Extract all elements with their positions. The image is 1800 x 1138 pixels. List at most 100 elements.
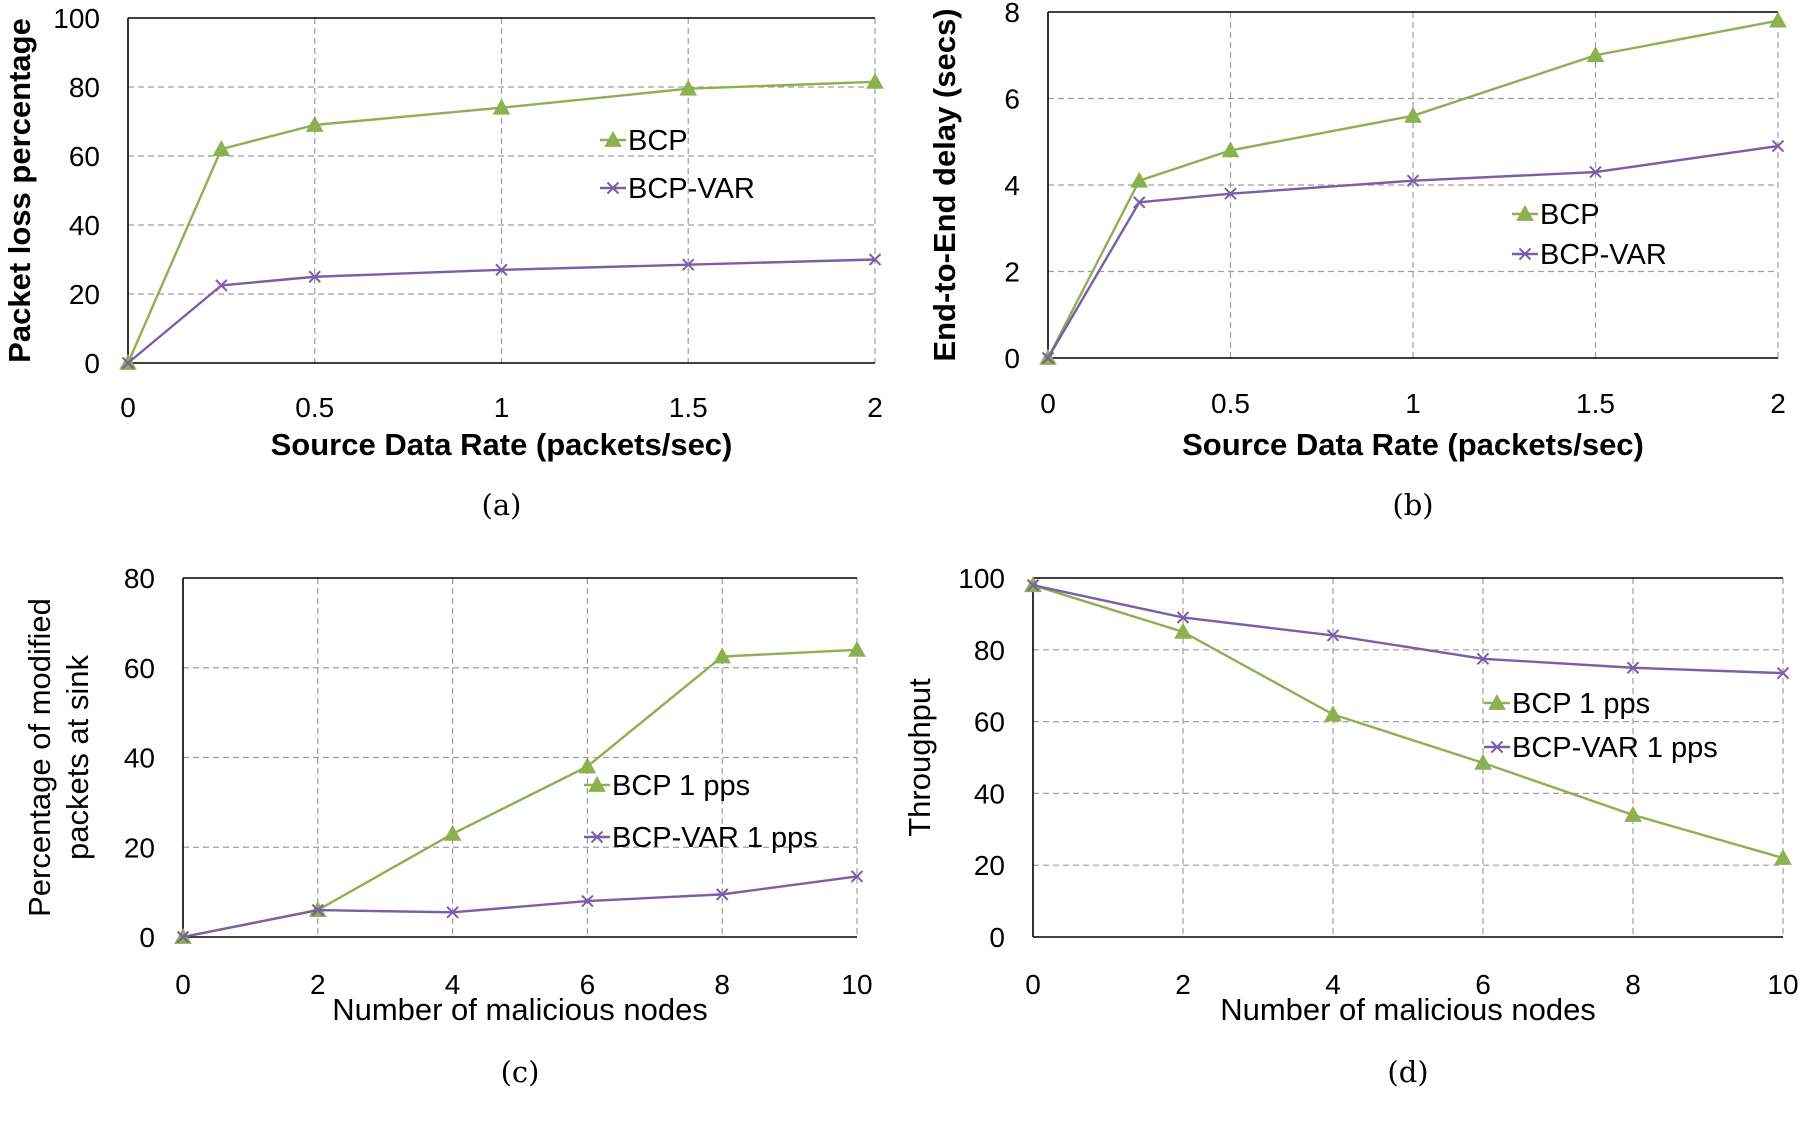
data-point: [443, 824, 462, 841]
data-point: [866, 72, 884, 89]
legend-marker: [590, 830, 604, 844]
data-point: [682, 258, 695, 271]
series-line-bcp-var-1-pps: [182, 875, 858, 939]
legend-label: BCP-VAR: [1540, 239, 1667, 271]
data-point: [1041, 351, 1055, 365]
y-tick-label: 0: [84, 348, 100, 379]
x-tick-label: 1: [1405, 388, 1421, 419]
y-tick-label: 20: [974, 850, 1005, 881]
y-tick-label: 8: [1004, 0, 1020, 28]
legend-marker: [604, 130, 622, 147]
x-axis-title: Number of malicious nodes: [1220, 992, 1596, 1027]
data-point: [495, 263, 508, 277]
x-axis-title: Number of malicious nodes: [332, 992, 708, 1027]
legend-marker: [588, 775, 606, 792]
x-tick-label: 2: [1175, 969, 1191, 1000]
y-tick-label: 60: [69, 141, 100, 172]
y-tick-label: 20: [69, 279, 100, 310]
x-tick-label: 0.5: [295, 392, 334, 423]
series-line-bcp: [1046, 19, 1779, 359]
data-point: [1476, 652, 1490, 665]
x-tick-label: 0: [1040, 388, 1056, 419]
data-point: [446, 906, 459, 919]
y-axis-title: Throughput: [902, 678, 937, 837]
data-point: [1221, 141, 1240, 158]
data-point: [305, 115, 324, 132]
data-point: [1474, 753, 1492, 770]
x-tick-label: 2: [867, 392, 883, 423]
y-tick-label: 2: [1004, 257, 1020, 288]
series-line-bcp-var: [1046, 144, 1779, 359]
x-tick-label: 8: [714, 969, 730, 1000]
y-tick-label: 80: [974, 635, 1005, 666]
legend-label: BCP 1 pps: [1512, 688, 1650, 720]
y-tick-label: 6: [1004, 84, 1020, 115]
panel-caption: (d): [1387, 1055, 1428, 1089]
legend-marker: [1488, 693, 1506, 710]
legend-marker: [1518, 247, 1532, 261]
x-tick-label: 0.5: [1211, 388, 1250, 419]
x-tick-label: 0: [175, 969, 191, 1000]
y-tick-label: 100: [958, 563, 1005, 594]
y-tick-label: 40: [974, 778, 1005, 809]
data-point: [848, 640, 866, 657]
x-tick-label: 6: [580, 969, 596, 1000]
x-axis-title: Source Data Rate (packets/sec): [1182, 427, 1644, 462]
legend-label: BCP: [1540, 199, 1600, 231]
data-point: [1586, 46, 1605, 63]
x-tick-label: 0: [120, 392, 136, 423]
data-point: [308, 270, 321, 283]
legend-label: BCP: [628, 125, 688, 157]
data-point: [1130, 171, 1149, 188]
panel-c: 0 2 4 6 8 10 0 20 40 60 80 BCP 1 pps BCP-VAR 1 pps Nu…: [22, 563, 873, 1089]
series-line-bcp-var: [127, 258, 876, 364]
legend-marker: [1490, 740, 1504, 754]
data-point: [1774, 848, 1792, 865]
data-point: [1771, 139, 1785, 153]
y-axis-title: End-to-End delay (secs): [927, 8, 962, 361]
series-line-bcp-var-1-pps: [1032, 584, 1784, 675]
data-point: [1224, 187, 1237, 200]
panel-caption: (a): [482, 488, 522, 522]
x-tick-label: 1: [494, 392, 510, 423]
x-tick-label: 10: [841, 969, 872, 1000]
data-point: [868, 253, 882, 266]
x-tick-label: 1.5: [669, 392, 708, 423]
series-line-bcp-1-pps: [1032, 584, 1784, 860]
data-point: [311, 903, 325, 917]
x-tick-label: 1.5: [1576, 388, 1615, 419]
data-point: [1324, 705, 1342, 722]
x-axis-title: Source Data Rate (packets/sec): [271, 427, 733, 462]
y-tick-label: 80: [124, 563, 155, 594]
y-tick-label: 0: [989, 922, 1005, 953]
data-point: [1176, 611, 1190, 624]
panel-caption: (c): [501, 1055, 540, 1089]
x-tick-label: 4: [445, 969, 461, 1000]
data-point: [1174, 622, 1192, 639]
data-point: [1776, 666, 1790, 680]
legend-marker: [1516, 204, 1534, 221]
data-point: [1406, 174, 1420, 187]
series-line-bcp-1-pps: [182, 648, 858, 939]
data-point: [578, 757, 597, 774]
data-point: [679, 79, 698, 96]
legend-label: BCP-VAR: [628, 173, 755, 205]
y-tick-label: 0: [1004, 343, 1020, 374]
data-point: [121, 356, 135, 370]
y-tick-label: 4: [1004, 170, 1020, 201]
x-tick-label: 8: [1625, 969, 1641, 1000]
series-line-bcp: [126, 80, 876, 364]
data-point: [850, 870, 864, 883]
data-point: [581, 894, 594, 908]
y-tick-label: 0: [139, 922, 155, 953]
y-tick-label: 40: [124, 743, 155, 774]
data-point: [215, 279, 228, 292]
legend-label: BCP-VAR 1 pps: [612, 822, 818, 854]
legend-marker: [606, 181, 620, 195]
y-axis-title: Packet loss percentage: [2, 18, 37, 363]
data-point: [1404, 106, 1422, 123]
x-tick-label: 4: [1325, 969, 1341, 1000]
